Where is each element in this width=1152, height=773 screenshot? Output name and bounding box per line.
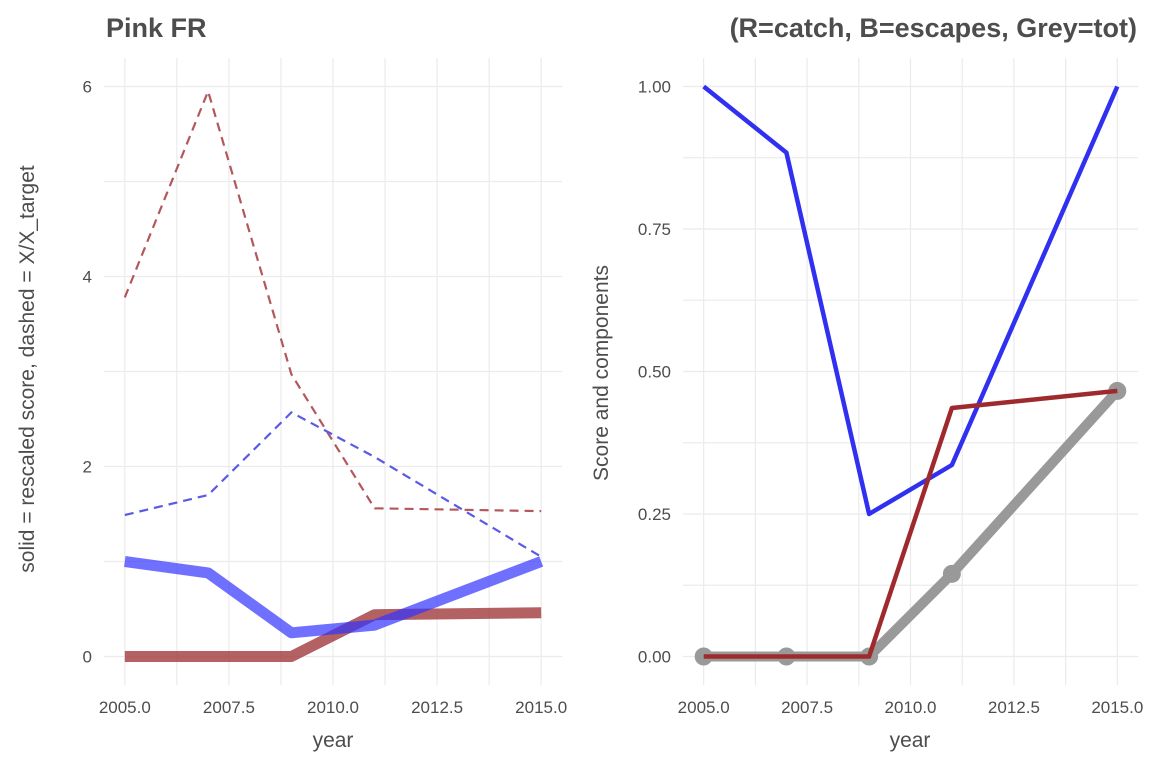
series-line [124,556,544,639]
x-tick-label: 2015.0 [515,698,567,717]
y-tick-label: 0.00 [638,648,671,667]
panel-left: Pink FR 2005.0 2007.5 2010.0 2012.5 2015.002… [16,13,567,752]
x-tick-label: 2012.5 [988,698,1040,717]
y-tick-label: 1.00 [638,78,671,97]
y-tick-label: 0.50 [638,363,671,382]
data-point [1108,381,1127,400]
x-tick-label: 2007.5 [781,698,833,717]
y-tick-label: 0.75 [638,220,671,239]
series-line [124,411,542,558]
series-line [124,607,542,662]
panel-right-series [694,84,1127,666]
y-tick-label: 6 [83,78,92,97]
panel-right: (R=catch, B=escapes, Grey=tot) 2005.0 200… [590,13,1143,752]
x-tick-label: 2005.0 [678,698,730,717]
panel-right-ticks: 2005.0 2007.5 2010.0 2012.5 2015.0 0.00 0.25 0.… [638,78,1143,718]
series-line [703,388,1118,659]
series-line [123,90,542,513]
x-tick-label: 2015.0 [1091,698,1143,717]
panel-right-ylabel: Score and components [590,265,613,481]
panel-left-title: Pink FR [106,13,207,43]
series-line [702,84,1120,517]
panel-right-title: (R=catch, B=escapes, Grey=tot) [730,13,1137,43]
panel-right-xlabel: year [890,729,931,752]
panel-left-xlabel: year [313,729,354,752]
x-tick-label: 2005.0 [99,698,151,717]
y-tick-label: 2 [83,458,92,477]
data-point [942,564,961,583]
x-tick-label: 2007.5 [203,698,255,717]
x-tick-label: 2012.5 [411,698,463,717]
panel-right-grid [683,58,1138,685]
y-tick-label: 4 [83,268,92,287]
panel-left-ylabel: solid = rescaled score, dashed = X/X_tar… [16,165,39,573]
y-tick-label: 0.25 [638,505,671,524]
x-tick-label: 2010.0 [307,698,359,717]
panel-left-grid [104,58,562,685]
panel-left-series [123,90,544,662]
panel-left-ticks: 2005.0 2007.5 2010.0 2012.5 2015.0 0 2 4 6 [83,78,568,718]
x-tick-label: 2010.0 [885,698,937,717]
data-point [694,647,713,666]
y-tick-label: 0 [83,648,92,667]
